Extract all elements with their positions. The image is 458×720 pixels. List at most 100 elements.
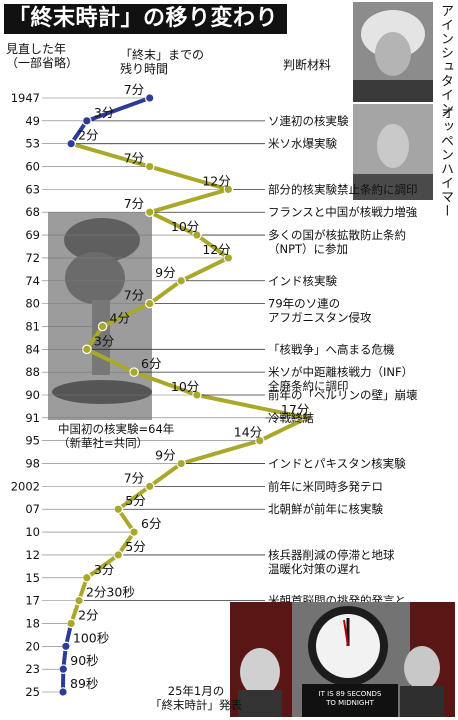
data-point-88 <box>129 367 139 377</box>
event-label-9-0: 前年の「ベルリンの壁」崩壊 <box>268 388 418 402</box>
data-point-68 <box>144 207 155 218</box>
year-tick-25: 25 <box>25 685 40 699</box>
event-label-8-1: 全廃条約に調印 <box>268 379 349 393</box>
line-segment-15 <box>179 438 262 466</box>
data-point-07 <box>113 504 124 515</box>
year-tick-17: 17 <box>25 594 40 608</box>
clock-sign-text: IT IS 89 SECONDS TO MIDNIGHT <box>302 690 398 708</box>
value-label-88: 6分 <box>141 356 161 371</box>
data-point-60 <box>144 161 155 172</box>
year-tick-20: 20 <box>25 639 40 653</box>
value-label-68: 7分 <box>124 196 144 211</box>
mushroom-caption: 中国初の核実験=64年 （新華社=共同） <box>58 422 174 450</box>
value-label-84: 3分 <box>94 333 114 348</box>
line-segment-17 <box>116 484 152 512</box>
einstein-name: アインシュタイン <box>438 4 453 116</box>
event-label-1-0: 米ソ水爆実験 <box>268 137 337 151</box>
value-label-95: 14分 <box>234 425 262 440</box>
line-segment-20 <box>84 552 121 580</box>
mushroom-caption-line2: （新華社=共同） <box>58 436 149 450</box>
line-segment-0 <box>84 96 152 123</box>
clock-sign-line1: IT IS 89 SECONDS <box>318 690 382 698</box>
value-label-90: 10分 <box>171 379 199 394</box>
data-point-15 <box>82 572 92 583</box>
value-label-49: 3分 <box>94 105 114 120</box>
year-tick-60: 60 <box>25 160 40 174</box>
line-segment-6 <box>194 233 231 260</box>
event-label-12-0: 前年に米同時多発テロ <box>268 479 383 493</box>
mushroom-caption-line1: 中国初の核実験=64年 <box>58 422 175 436</box>
year-tick-23: 23 <box>25 662 40 676</box>
data-point-1947 <box>144 93 155 103</box>
event-label-6-0: 79年のソ連の <box>268 297 340 311</box>
year-tick-12: 12 <box>25 548 40 562</box>
event-label-0-0: ソ連初の核実験 <box>268 114 349 128</box>
line-segment-14 <box>257 415 309 443</box>
data-point-23 <box>58 664 69 674</box>
event-label-5-0: インド核実験 <box>268 274 337 288</box>
line-segment-12 <box>132 370 199 397</box>
value-label-23: 90秒 <box>70 653 98 668</box>
value-label-18: 2分 <box>78 607 98 622</box>
value-label-2002: 7分 <box>124 470 144 485</box>
data-point-18 <box>66 618 76 629</box>
year-tick-63: 63 <box>25 182 40 196</box>
year-tick-91: 91 <box>25 411 40 425</box>
remaining-time-header: 「終末」までの 残り時間 <box>120 48 205 76</box>
year-tick-18: 18 <box>25 616 40 630</box>
line-segment-13 <box>194 393 309 420</box>
year-tick-49: 49 <box>25 114 40 128</box>
data-point-17 <box>74 595 84 606</box>
year-tick-68: 68 <box>25 205 40 219</box>
year-tick-10: 10 <box>25 525 40 539</box>
event-label-3-0: フランスと中国が核戦力増強 <box>268 205 418 219</box>
year-tick-80: 80 <box>25 297 40 311</box>
einstein-photo <box>353 2 433 102</box>
value-label-12: 5分 <box>125 539 145 554</box>
material-header: 判断材料 <box>283 58 332 72</box>
data-point-98 <box>176 458 186 469</box>
event-label-7-0: 「核戦争」へ高まる危機 <box>268 342 395 356</box>
announcement-caption-line1: 25年1月の <box>167 684 225 698</box>
event-label-14-1: 温暖化対策の遅れ <box>268 562 360 576</box>
year-tick-15: 15 <box>25 571 40 585</box>
data-point-12 <box>113 550 124 560</box>
line-segment-16 <box>147 461 184 489</box>
year-tick-69: 69 <box>25 228 40 242</box>
page-title: 「終末時計」の移り変わり <box>4 4 287 34</box>
value-label-20: 100秒 <box>73 630 109 645</box>
value-label-91: 17分 <box>281 402 309 417</box>
value-label-98: 9分 <box>155 448 175 463</box>
year-tick-07: 07 <box>25 502 40 516</box>
oppenheimer-photo <box>353 104 433 200</box>
value-label-80: 7分 <box>124 288 144 303</box>
value-label-25: 89秒 <box>70 676 98 691</box>
data-point-81 <box>97 321 108 332</box>
year-tick-84: 84 <box>25 342 40 356</box>
line-segment-9 <box>100 301 152 329</box>
data-point-10 <box>129 527 139 537</box>
event-label-14-0: 核兵器削減の停滞と地球 <box>268 548 395 562</box>
data-point-49 <box>82 116 92 126</box>
clock-sign-line2: TO MIDNIGHT <box>326 699 374 707</box>
value-label-74: 9分 <box>155 265 175 280</box>
event-label-4-0: 多くの国が核拡散防止条約 <box>268 228 406 242</box>
event-label-13-0: 北朝鮮が前年に核実験 <box>268 502 383 516</box>
announcement-caption-line2: 「終末時計」発表 <box>150 698 242 712</box>
line-segment-5 <box>147 210 199 238</box>
event-label-10-0: 冷戦終結 <box>268 411 314 425</box>
value-label-72: 12分 <box>202 242 230 257</box>
announcement-photo: IT IS 89 SECONDS TO MIDNIGHT <box>230 602 455 717</box>
data-point-2002 <box>144 481 155 492</box>
line-segment-7 <box>179 255 231 283</box>
value-label-63: 12分 <box>202 173 230 188</box>
value-label-07: 5分 <box>125 493 145 508</box>
year-tick-88: 88 <box>25 365 40 379</box>
year-column-header: 見直した年 （一部省略） <box>6 42 79 70</box>
event-label-11-0: インドとパキスタン核実験 <box>268 457 406 471</box>
year-tick-81: 81 <box>25 319 40 333</box>
year-tick-98: 98 <box>25 457 40 471</box>
data-point-80 <box>144 298 155 309</box>
year-tick-2002: 2002 <box>11 479 40 493</box>
event-label-6-1: アフガニスタン侵攻 <box>268 311 372 325</box>
